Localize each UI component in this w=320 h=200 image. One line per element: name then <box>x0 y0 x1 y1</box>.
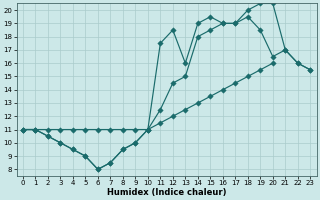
X-axis label: Humidex (Indice chaleur): Humidex (Indice chaleur) <box>107 188 226 197</box>
